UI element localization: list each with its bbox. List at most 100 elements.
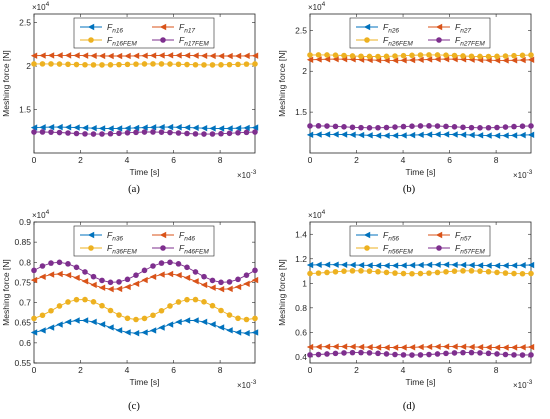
- y-tick-label: 1.2: [295, 254, 307, 264]
- legend-symbol: F: [107, 35, 113, 45]
- data-point: [400, 262, 407, 269]
- legend-marker: [436, 37, 442, 43]
- data-point: [158, 324, 165, 331]
- data-point: [332, 55, 339, 63]
- data-point: [332, 343, 339, 350]
- data-point: [124, 125, 131, 132]
- legend-symbol: F: [383, 243, 389, 253]
- data-point: [56, 270, 63, 278]
- data-point: [315, 56, 322, 63]
- y-exponent-base: ×10: [308, 3, 322, 12]
- data-point: [434, 56, 441, 63]
- data-point: [48, 61, 54, 67]
- data-point: [511, 52, 517, 59]
- data-point: [65, 61, 71, 68]
- x-axis-label: Time [s]: [406, 167, 436, 177]
- data-point: [48, 129, 54, 135]
- data-point: [115, 125, 123, 132]
- data-point: [417, 352, 424, 358]
- legend-entry: Fn27: [455, 22, 471, 35]
- data-point: [73, 61, 80, 68]
- legend-entry: Fn36: [107, 230, 123, 243]
- data-point: [107, 285, 114, 293]
- data-point: [90, 62, 97, 68]
- data-point: [99, 277, 105, 284]
- data-point: [417, 56, 424, 63]
- data-point: [124, 329, 131, 336]
- data-point: [175, 52, 182, 59]
- x-tick-label: 0: [32, 155, 37, 165]
- data-point: [65, 299, 71, 305]
- data-point: [349, 261, 356, 269]
- legend-marker: [87, 231, 95, 239]
- data-point: [56, 303, 63, 309]
- data-point: [73, 274, 80, 281]
- data-point: [116, 312, 122, 318]
- data-point: [235, 276, 241, 283]
- data-point: [252, 61, 258, 67]
- data-point: [82, 296, 88, 303]
- data-point: [434, 123, 441, 129]
- data-point: [166, 123, 174, 131]
- data-point: [192, 52, 199, 59]
- legend-symbol: F: [455, 243, 461, 253]
- legend-box: [349, 17, 491, 49]
- data-point: [99, 62, 105, 68]
- data-point: [375, 268, 381, 275]
- data-point: [400, 52, 407, 59]
- x-exponent-power: -3: [251, 379, 257, 386]
- data-point: [502, 132, 509, 139]
- data-point: [209, 321, 216, 328]
- data-point: [434, 131, 441, 138]
- data-point: [383, 344, 390, 351]
- data-point: [175, 271, 182, 279]
- data-point: [493, 344, 501, 351]
- y-tick-label: 1.4: [295, 229, 307, 239]
- data-point: [494, 269, 500, 276]
- data-point: [48, 307, 54, 314]
- data-point: [417, 343, 424, 351]
- data-point: [56, 129, 63, 136]
- data-point: [217, 324, 225, 331]
- series-fn17: [30, 52, 259, 60]
- data-point: [332, 123, 339, 130]
- data-point: [434, 269, 441, 276]
- data-point: [39, 61, 46, 67]
- plot-frame: [309, 13, 532, 154]
- data-point: [306, 343, 314, 351]
- data-point: [47, 52, 55, 59]
- data-point: [183, 274, 191, 281]
- data-point: [349, 131, 356, 138]
- legend-symbol: F: [455, 35, 461, 45]
- x-exponent-power: -3: [527, 169, 533, 176]
- data-point: [115, 285, 123, 293]
- legend-subscript: n56: [388, 236, 399, 243]
- data-point: [477, 53, 483, 60]
- data-point: [158, 123, 165, 131]
- x-tick-label: 8: [494, 155, 499, 165]
- data-point: [73, 296, 80, 303]
- legend-marker: [435, 231, 443, 239]
- data-point: [468, 349, 475, 356]
- legend-marker: [159, 23, 167, 31]
- data-point: [485, 132, 492, 139]
- data-point: [366, 53, 373, 60]
- legend-subscript: n46FEM: [184, 249, 209, 256]
- y-axis-label: Meshing force [N]: [1, 259, 11, 326]
- data-point: [391, 132, 399, 139]
- data-point: [98, 125, 106, 132]
- data-point: [511, 123, 517, 130]
- legend-symbol: F: [179, 230, 185, 240]
- data-point: [341, 52, 347, 59]
- data-point: [417, 261, 424, 269]
- legend-symbol: F: [383, 230, 389, 240]
- x-exponent-base: ×10: [237, 381, 251, 390]
- panel-label: (c): [128, 401, 140, 412]
- y-exponent-power: 4: [46, 1, 50, 8]
- data-point: [90, 131, 97, 137]
- legend-entry: Fn36FEM: [107, 243, 137, 256]
- legend-entry: Fn17FEM: [179, 35, 209, 48]
- series-fn57fem: [307, 349, 534, 358]
- data-point: [218, 279, 224, 286]
